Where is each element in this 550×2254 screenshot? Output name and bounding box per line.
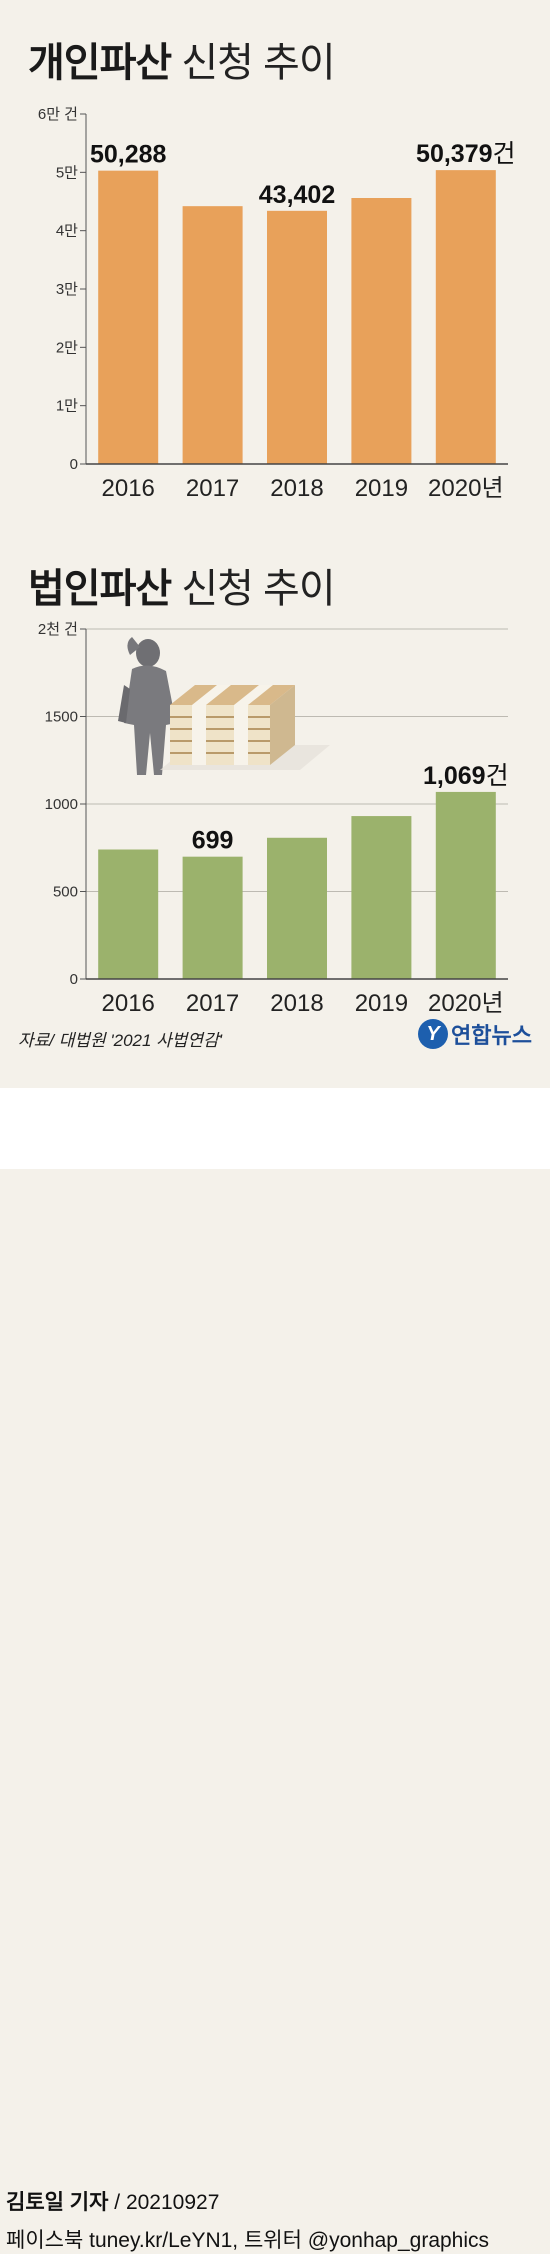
bar [98, 170, 159, 465]
bar [351, 198, 412, 464]
bar [351, 816, 412, 979]
data-label: 699 [192, 827, 234, 855]
y-tick-label: 4만 [56, 223, 78, 240]
corporate-bankruptcy-title: 법인파산 신청 추이 [28, 556, 336, 614]
title-light: 신청 추이 [181, 567, 335, 611]
y-tick-label: 6만 건 [38, 106, 78, 123]
bar [98, 849, 159, 979]
x-tick-label: 2019 [355, 990, 408, 1017]
y-tick-label: 500 [53, 884, 78, 901]
y-tick-label: 2천 건 [38, 621, 78, 638]
x-tick-label: 2018 [270, 475, 323, 502]
reporter-line: 김토일 기자 / 20210927 [6, 2186, 219, 2216]
y-tick-label: 0 [70, 456, 78, 473]
bar [267, 837, 327, 979]
y-tick-label: 1000 [45, 796, 78, 813]
y-tick-label: 3만 [56, 281, 78, 298]
yonhap-logo-icon: Y [418, 1019, 448, 1049]
personal-bankruptcy-chart: 0 1만 2만 3만 4만 5만 6만 건 2016 2017 2018 2019 2020년 50,2… [38, 106, 516, 502]
bar [182, 856, 243, 979]
bar [267, 210, 327, 464]
data-label: 50,379건 [416, 140, 515, 168]
y-tick-label: 0 [70, 971, 78, 988]
bar [435, 791, 496, 979]
social-links: 페이스북 tuney.kr/LeYN1, 트위터 @yonhap_graphic… [6, 2229, 490, 2252]
corporate-bankruptcy-chart: 0 500 1000 1500 2천 건 2016 2017 2018 2019 2020년 699… [38, 621, 509, 1017]
y-tick-label: 1500 [45, 709, 78, 726]
x-tick-label: 2020년 [428, 990, 503, 1017]
x-tick-label: 2017 [186, 990, 239, 1017]
data-label: 50,288 [90, 141, 167, 169]
y-tick-label: 5만 [56, 164, 78, 181]
money-stack-icon [160, 685, 330, 770]
x-tick-label: 2016 [102, 475, 155, 502]
x-tick-label: 2020년 [428, 475, 503, 502]
bar [182, 206, 243, 464]
personal-bankruptcy-title: 개인파산 신청 추이 [28, 30, 336, 88]
source-note: 자료/ 대법원 '2021 사법연감' [18, 1031, 222, 1050]
y-tick-label: 1만 [56, 398, 78, 415]
bar [435, 170, 496, 464]
chart-panel: 개인파산 신청 추이 0 1만 2만 3만 4만 5만 6만 건 2016 2017 2018 20… [0, 0, 550, 1088]
bankruptcy-illustration [118, 637, 330, 775]
data-label: 43,402 [259, 181, 335, 209]
title-bold: 개인파산 [28, 41, 172, 85]
data-label: 1,069건 [423, 762, 509, 790]
yonhap-logo-text: 연합뉴스 [451, 1023, 532, 1048]
person-silhouette-icon [118, 637, 176, 775]
x-tick-label: 2018 [270, 990, 323, 1017]
credits-footer: 김토일 기자 / 20210927 페이스북 tuney.kr/LeYN1, 트… [0, 1088, 550, 2252]
y-tick-label: 2만 [56, 339, 78, 356]
publish-date: / 20210927 [108, 2191, 220, 2214]
reporter-name: 김토일 기자 [6, 2191, 109, 2214]
x-tick-label: 2016 [102, 990, 155, 1017]
x-tick-label: 2017 [186, 475, 239, 502]
title-bold: 법인파산 [28, 567, 172, 611]
x-tick-label: 2019 [355, 475, 408, 502]
yonhap-logo: Y 연합뉴스 [418, 1018, 532, 1050]
title-light: 신청 추이 [181, 41, 335, 85]
